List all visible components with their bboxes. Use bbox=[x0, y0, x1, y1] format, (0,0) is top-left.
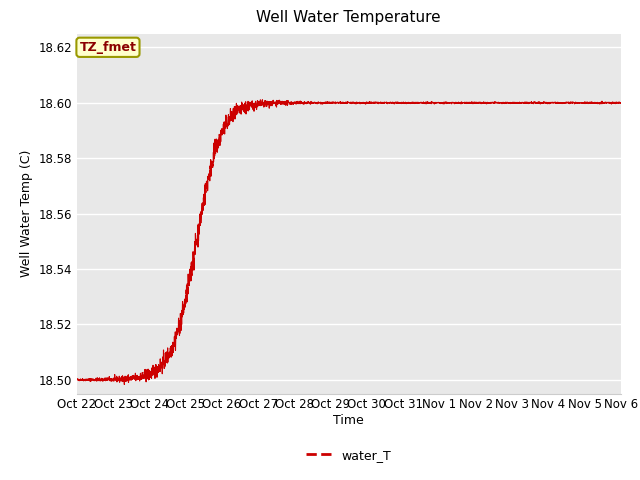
Y-axis label: Well Water Temp (C): Well Water Temp (C) bbox=[20, 150, 33, 277]
Text: TZ_fmet: TZ_fmet bbox=[79, 41, 136, 54]
Legend: water_T: water_T bbox=[301, 444, 396, 467]
X-axis label: Time: Time bbox=[333, 414, 364, 427]
Title: Well Water Temperature: Well Water Temperature bbox=[257, 11, 441, 25]
